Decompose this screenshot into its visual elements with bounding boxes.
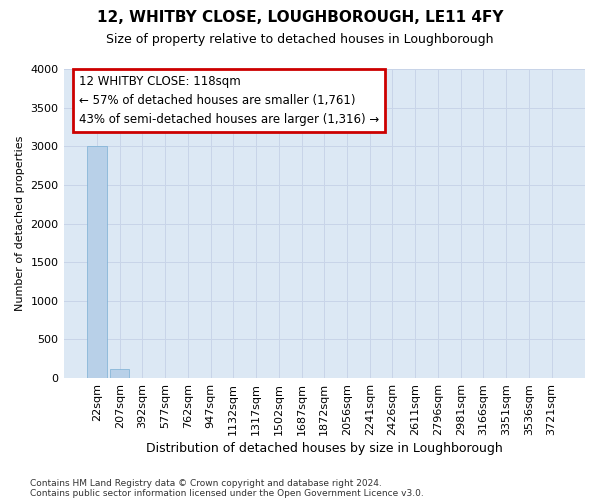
Text: Size of property relative to detached houses in Loughborough: Size of property relative to detached ho… — [106, 32, 494, 46]
Bar — [87, 146, 107, 378]
Text: 12 WHITBY CLOSE: 118sqm
← 57% of detached houses are smaller (1,761)
43% of semi: 12 WHITBY CLOSE: 118sqm ← 57% of detache… — [79, 75, 379, 126]
Bar — [110, 369, 130, 378]
X-axis label: Distribution of detached houses by size in Loughborough: Distribution of detached houses by size … — [146, 442, 503, 455]
Y-axis label: Number of detached properties: Number of detached properties — [15, 136, 25, 311]
Text: 12, WHITBY CLOSE, LOUGHBOROUGH, LE11 4FY: 12, WHITBY CLOSE, LOUGHBOROUGH, LE11 4FY — [97, 10, 503, 25]
Text: Contains HM Land Registry data © Crown copyright and database right 2024.: Contains HM Land Registry data © Crown c… — [30, 478, 382, 488]
Text: Contains public sector information licensed under the Open Government Licence v3: Contains public sector information licen… — [30, 488, 424, 498]
